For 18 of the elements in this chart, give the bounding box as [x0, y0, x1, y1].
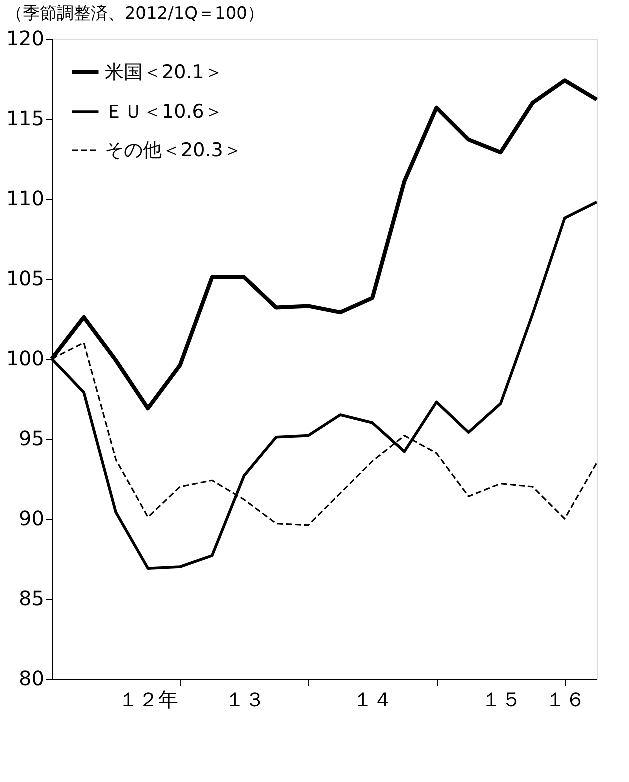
- legend-label: 米国＜20.1＞: [105, 62, 224, 84]
- y-tick-label: 90: [19, 506, 44, 530]
- x-tick-label: １４: [353, 688, 394, 712]
- y-tick-label: 120: [6, 26, 44, 50]
- x-tick-label: １２年: [118, 688, 179, 712]
- x-tick-label: １３: [224, 688, 265, 712]
- y-tick-label: 115: [6, 106, 44, 130]
- y-tick-label: 110: [6, 186, 44, 210]
- y-tick-label: 100: [6, 346, 44, 370]
- legend-label: その他＜20.3＞: [105, 140, 242, 162]
- y-tick-label: 80: [19, 666, 44, 690]
- y-tick-label: 105: [6, 266, 44, 290]
- x-tick-label: １５: [481, 688, 522, 712]
- y-tick-label: 85: [19, 586, 44, 610]
- y-tick-label: 95: [19, 426, 44, 450]
- legend-label: ＥＵ＜10.6＞: [105, 101, 224, 123]
- x-tick-label: １６: [545, 688, 586, 712]
- chart-title: （季節調整済、2012/1Q＝100）: [6, 4, 264, 24]
